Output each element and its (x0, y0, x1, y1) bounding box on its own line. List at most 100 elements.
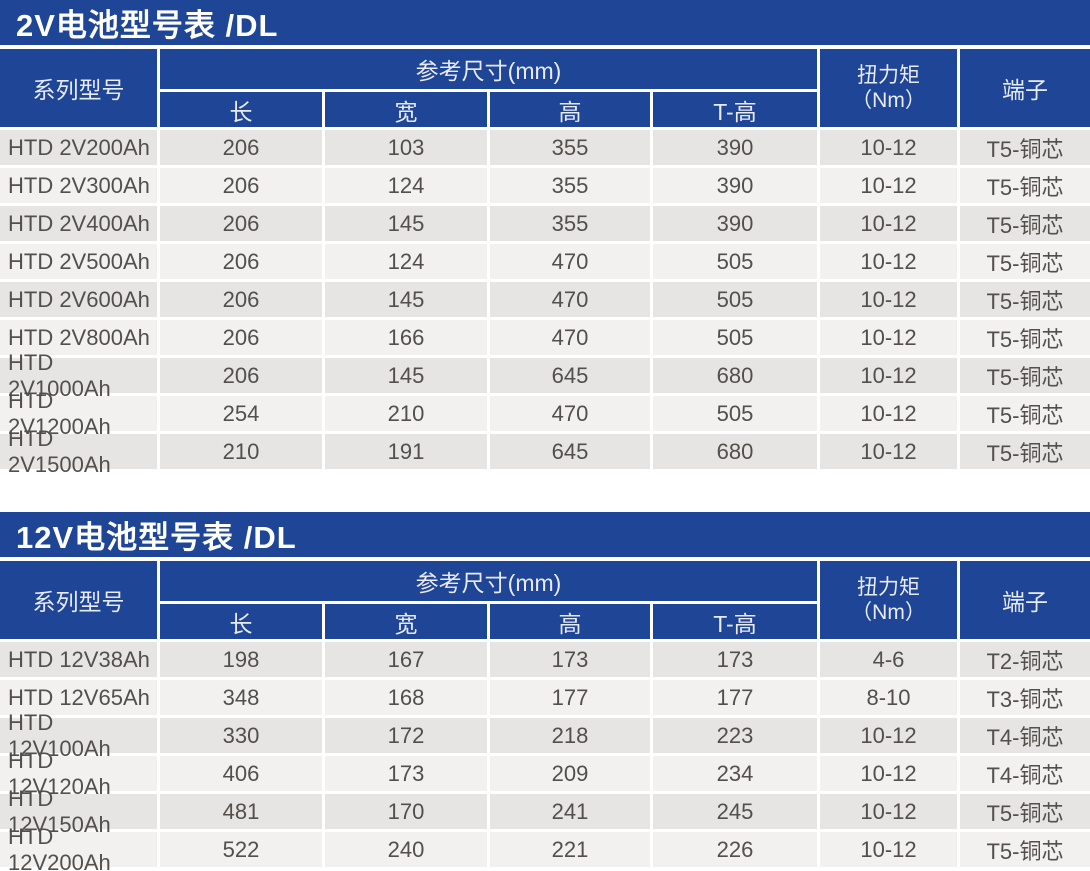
header-height: 高 (490, 92, 650, 127)
value-cell: 10-12 (820, 718, 957, 753)
value-cell: 167 (325, 642, 487, 677)
value-cell: 145 (325, 282, 487, 317)
value-cell: 145 (325, 358, 487, 393)
value-cell: 10-12 (820, 206, 957, 241)
value-cell: 10-12 (820, 756, 957, 791)
value-cell: 206 (160, 282, 322, 317)
header-torque-line1: 扭力矩 (857, 63, 920, 87)
value-cell: 177 (490, 680, 650, 715)
value-cell: T5-铜芯 (960, 244, 1090, 279)
value-cell: 206 (160, 130, 322, 165)
value-cell: 170 (325, 794, 487, 829)
value-cell: 198 (160, 642, 322, 677)
value-cell: T5-铜芯 (960, 434, 1090, 469)
value-cell: T5-铜芯 (960, 794, 1090, 829)
value-cell: 355 (490, 130, 650, 165)
header-t-height: T-高 (653, 604, 817, 639)
value-cell: 173 (653, 642, 817, 677)
value-cell: 8-10 (820, 680, 957, 715)
value-cell: 240 (325, 832, 487, 867)
value-cell: 245 (653, 794, 817, 829)
section-gap (0, 469, 1090, 512)
value-cell: 223 (653, 718, 817, 753)
header-ref-dimensions: 参考尺寸(mm) (160, 49, 817, 89)
value-cell: 680 (653, 358, 817, 393)
value-cell: 390 (653, 206, 817, 241)
value-cell: 505 (653, 396, 817, 431)
header-t-height: T-高 (653, 92, 817, 127)
value-cell: 406 (160, 756, 322, 791)
value-cell: T5-铜芯 (960, 320, 1090, 355)
value-cell: 173 (325, 756, 487, 791)
value-cell: 124 (325, 244, 487, 279)
header-height: 高 (490, 604, 650, 639)
model-cell: HTD 2V1500Ah (0, 426, 157, 477)
value-cell: 177 (653, 680, 817, 715)
value-cell: 206 (160, 206, 322, 241)
value-cell: 210 (160, 434, 322, 469)
value-cell: T5-铜芯 (960, 282, 1090, 317)
value-cell: 470 (490, 282, 650, 317)
model-cell: HTD 2V400Ah (0, 206, 157, 241)
value-cell: 254 (160, 396, 322, 431)
value-cell: 645 (490, 434, 650, 469)
value-cell: 505 (653, 244, 817, 279)
value-cell: 470 (490, 320, 650, 355)
value-cell: 173 (490, 642, 650, 677)
value-cell: T4-铜芯 (960, 756, 1090, 791)
model-cell: HTD 2V600Ah (0, 282, 157, 317)
value-cell: 10-12 (820, 434, 957, 469)
header-ref-dimensions: 参考尺寸(mm) (160, 561, 817, 601)
header-torque-line2: （Nm） (851, 89, 926, 112)
value-cell: 103 (325, 130, 487, 165)
header-terminal: 端子 (960, 49, 1090, 127)
value-cell: 221 (490, 832, 650, 867)
value-cell: 124 (325, 168, 487, 203)
value-cell: T5-铜芯 (960, 206, 1090, 241)
model-cell: HTD 12V65Ah (0, 680, 157, 715)
value-cell: T5-铜芯 (960, 396, 1090, 431)
value-cell: 145 (325, 206, 487, 241)
value-cell: 470 (490, 396, 650, 431)
model-cell: HTD 2V200Ah (0, 130, 157, 165)
value-cell: T4-铜芯 (960, 718, 1090, 753)
value-cell: 166 (325, 320, 487, 355)
battery-table-2v: 2V电池型号表 /DL 系列型号 参考尺寸(mm) 扭力矩 （Nm） 端子 长 … (0, 0, 1090, 477)
value-cell: 10-12 (820, 396, 957, 431)
value-cell: 226 (653, 832, 817, 867)
value-cell: 481 (160, 794, 322, 829)
model-cell: HTD 2V500Ah (0, 244, 157, 279)
value-cell: 172 (325, 718, 487, 753)
table-body: HTD 2V200Ah 206 103 355 390 10-12 T5-铜芯 HTD 2V3… (0, 130, 1090, 477)
value-cell: 191 (325, 434, 487, 469)
value-cell: 210 (325, 396, 487, 431)
table-title: 2V电池型号表 /DL (16, 8, 279, 43)
model-cell: HTD 12V200Ah (0, 824, 157, 871)
value-cell: 206 (160, 358, 322, 393)
value-cell: 505 (653, 320, 817, 355)
value-cell: T5-铜芯 (960, 358, 1090, 393)
value-cell: 505 (653, 282, 817, 317)
header-torque: 扭力矩 （Nm） (820, 49, 957, 127)
value-cell: 10-12 (820, 168, 957, 203)
header-length: 长 (160, 92, 322, 127)
table-title: 12V电池型号表 /DL (16, 520, 297, 555)
value-cell: 10-12 (820, 244, 957, 279)
value-cell: T3-铜芯 (960, 680, 1090, 715)
header-length: 长 (160, 604, 322, 639)
value-cell: 522 (160, 832, 322, 867)
table-header: 系列型号 参考尺寸(mm) 扭力矩 （Nm） 端子 长 宽 高 T-高 (0, 49, 1090, 127)
table-title-bar: 12V电池型号表 /DL (0, 512, 1090, 557)
header-series-model: 系列型号 (0, 49, 157, 127)
value-cell: T2-铜芯 (960, 642, 1090, 677)
table-title-bar: 2V电池型号表 /DL (0, 0, 1090, 45)
value-cell: 10-12 (820, 320, 957, 355)
table-header: 系列型号 参考尺寸(mm) 扭力矩 （Nm） 端子 长 宽 高 T-高 (0, 561, 1090, 639)
header-torque: 扭力矩 （Nm） (820, 561, 957, 639)
value-cell: 330 (160, 718, 322, 753)
value-cell: 209 (490, 756, 650, 791)
value-cell: 218 (490, 718, 650, 753)
model-cell: HTD 12V38Ah (0, 642, 157, 677)
value-cell: 348 (160, 680, 322, 715)
